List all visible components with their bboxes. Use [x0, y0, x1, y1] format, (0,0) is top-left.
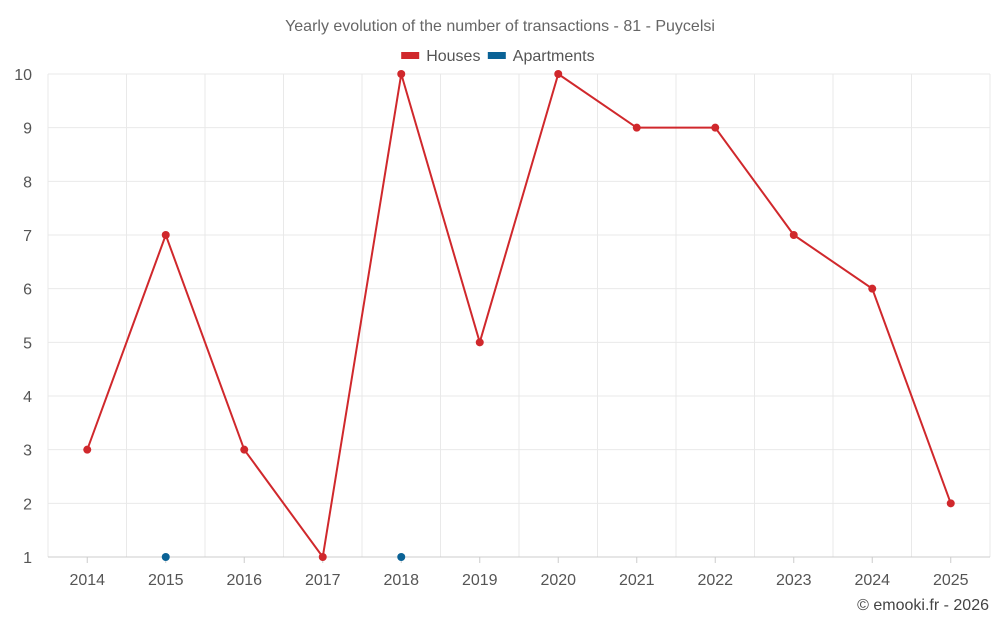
x-tick-label: 2024: [854, 572, 890, 589]
legend-swatch: [487, 52, 506, 59]
y-tick-label: 8: [23, 174, 32, 191]
data-point[interactable]: [789, 231, 798, 239]
x-tick-label: 2022: [697, 572, 733, 589]
y-tick-label: 5: [23, 335, 32, 352]
data-point[interactable]: [161, 231, 170, 239]
data-point[interactable]: [632, 123, 641, 132]
legend-item-houses[interactable]: Houses: [401, 48, 480, 65]
data-point[interactable]: [397, 553, 406, 561]
x-tick-label: 2017: [305, 572, 341, 589]
data-point[interactable]: [711, 123, 720, 132]
series-layer: [83, 70, 955, 561]
x-tick-label: 2019: [462, 572, 498, 589]
data-point[interactable]: [868, 284, 877, 293]
x-axis: 2014 2015 2016 2017 2018 2019 2020 2021 2022 2023…: [69, 557, 969, 589]
legend: Houses Apartments: [401, 48, 595, 65]
data-point[interactable]: [83, 445, 92, 454]
data-point[interactable]: [946, 499, 955, 508]
series-apartments: [161, 553, 406, 561]
legend-label: Houses: [426, 48, 480, 65]
legend-label: Apartments: [513, 48, 595, 65]
data-point[interactable]: [475, 338, 484, 347]
data-point[interactable]: [397, 70, 406, 78]
y-axis: 1 2 3 4 5 6 7 8 9 10: [14, 67, 32, 567]
y-tick-label: 4: [23, 389, 32, 406]
legend-item-apartments[interactable]: Apartments: [487, 48, 595, 65]
x-tick-label: 2016: [226, 572, 262, 589]
x-tick-label: 2014: [69, 572, 105, 589]
x-tick-label: 2020: [540, 572, 576, 589]
x-tick-label: 2015: [148, 572, 184, 589]
y-tick-label: 6: [23, 282, 32, 299]
grid: [47, 73, 991, 558]
data-point[interactable]: [318, 553, 327, 561]
series-line: [86, 72, 952, 560]
x-tick-label: 2025: [933, 572, 969, 589]
data-point[interactable]: [554, 70, 563, 78]
data-point[interactable]: [161, 553, 170, 561]
data-point[interactable]: [240, 445, 249, 454]
series-houses: [83, 70, 955, 561]
chart-title: Yearly evolution of the number of transa…: [285, 18, 715, 35]
credit-text: © emooki.fr - 2026: [857, 597, 989, 614]
y-tick-label: 3: [23, 443, 32, 460]
legend-swatch: [401, 52, 420, 59]
y-tick-label: 7: [23, 228, 32, 245]
y-tick-label: 9: [23, 121, 32, 138]
y-tick-label: 1: [23, 550, 32, 567]
x-tick-label: 2021: [619, 572, 655, 589]
y-tick-label: 10: [14, 67, 32, 84]
x-tick-label: 2018: [383, 572, 419, 589]
x-tick-label: 2023: [776, 572, 812, 589]
y-tick-label: 2: [23, 496, 32, 513]
